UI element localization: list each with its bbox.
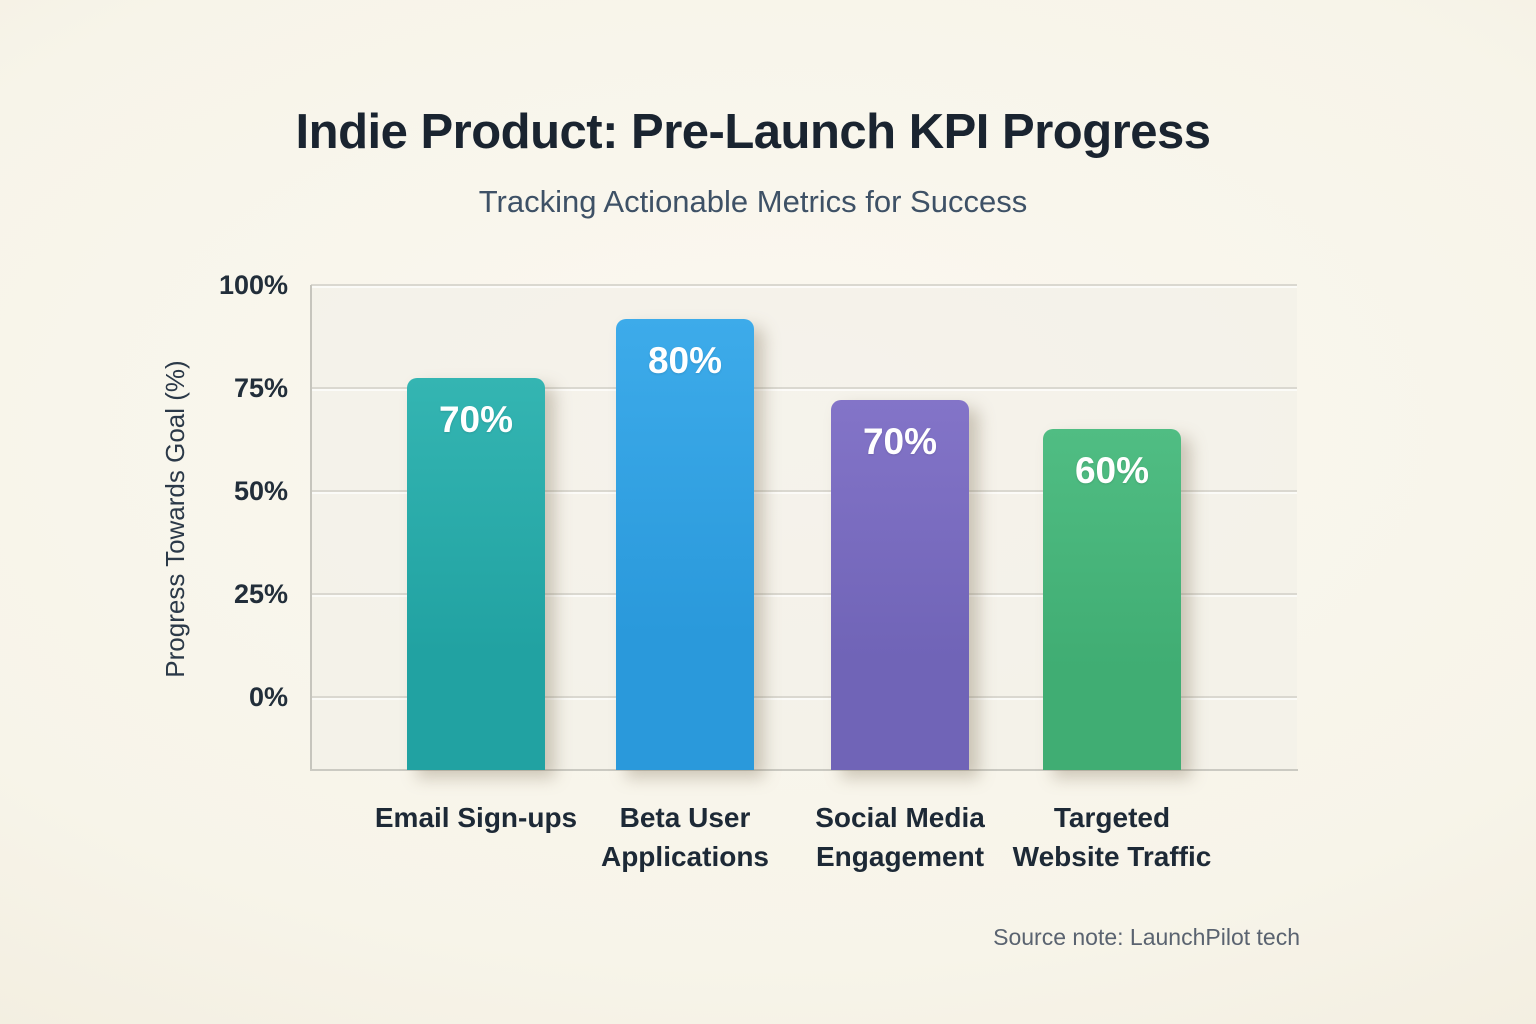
x-axis-baseline bbox=[310, 769, 1298, 771]
gridline-25 bbox=[311, 593, 1297, 595]
gridline-75 bbox=[311, 387, 1297, 389]
x-category-label-line: Beta User bbox=[619, 802, 751, 833]
chart-title: Indie Product: Pre-Launch KPI Progress bbox=[295, 105, 1211, 159]
chart-subtitle: Tracking Actionable Metrics for Success bbox=[478, 184, 1028, 219]
gridline-100 bbox=[311, 284, 1297, 286]
x-category-label-line: Engagement bbox=[815, 841, 985, 872]
x-category-label-line: Applications bbox=[600, 841, 769, 872]
bar-value-label: 70% bbox=[438, 399, 514, 441]
x-category-label-beta-user-applications: Beta User Applications bbox=[535, 798, 835, 876]
y-axis-line bbox=[310, 285, 312, 771]
bar-value-label: 80% bbox=[647, 340, 723, 382]
bar-social-media-engagement: 70% bbox=[831, 400, 969, 770]
bar-value-label: 70% bbox=[862, 421, 938, 463]
bar-email-sign-ups: 70% bbox=[407, 378, 545, 770]
y-tick-label: 25% bbox=[233, 579, 288, 609]
bar-value-label: 60% bbox=[1074, 450, 1150, 492]
y-tick-label: 0% bbox=[248, 682, 288, 712]
y-tick-label: 50% bbox=[233, 476, 288, 506]
x-category-label-line: Website Traffic bbox=[1012, 841, 1212, 872]
bar-targeted-website-traffic: 60% bbox=[1043, 429, 1181, 770]
x-category-label-line: Email Sign-ups bbox=[374, 802, 578, 833]
gridline-50 bbox=[311, 490, 1297, 492]
x-category-label-targeted-website-traffic: Targeted Website Traffic bbox=[962, 798, 1262, 876]
x-category-label-line: Social Media bbox=[815, 802, 985, 833]
y-tick-label: 100% bbox=[218, 270, 288, 300]
gridline-0 bbox=[311, 696, 1297, 698]
source-note: Source note: LaunchPilot tech bbox=[993, 924, 1300, 950]
x-category-label-email-sign-ups: Email Sign-ups bbox=[326, 798, 626, 837]
bar-beta-user-applications: 80% bbox=[616, 319, 754, 770]
x-category-label-line: Targeted bbox=[1053, 802, 1171, 833]
x-category-label-social-media-engagement: Social Media Engagement bbox=[750, 798, 1050, 876]
y-tick-label: 75% bbox=[233, 373, 288, 403]
